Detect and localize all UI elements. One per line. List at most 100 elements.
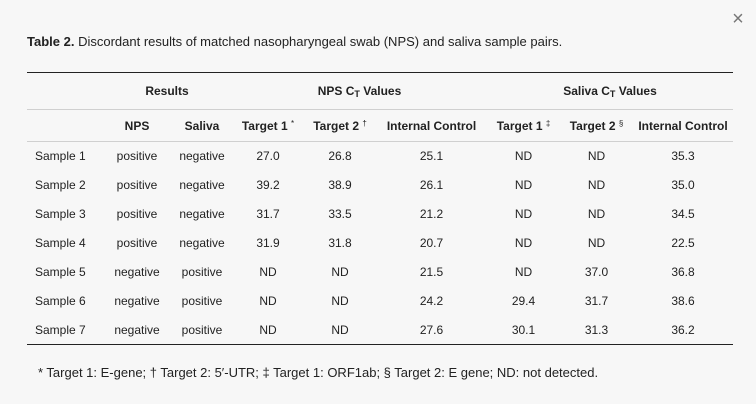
table-cell: negative <box>179 207 225 221</box>
table-cell: negative <box>179 236 225 250</box>
footnote-mark: ‡ <box>545 118 551 128</box>
table-cell: ND <box>587 236 606 250</box>
column-header-label: Target 2 <box>569 118 616 133</box>
group-header-results: Results <box>102 72 232 110</box>
table-cell: 34.5 <box>671 207 695 221</box>
table-cell: 22.5 <box>671 236 695 250</box>
table-cell: 35.3 <box>671 149 695 164</box>
table-cell: 31.8 <box>328 236 352 250</box>
table-cell: positive <box>116 207 158 221</box>
table-cell: positive <box>181 265 223 279</box>
table-cell: 24.2 <box>419 294 444 308</box>
table-cell: 21.2 <box>419 207 444 221</box>
table-cell: 26.1 <box>419 178 444 192</box>
table-row: Sample 7 negative positive ND ND 27.6 30.1 31.3… <box>27 315 733 345</box>
table-cell: 38.9 <box>328 178 352 192</box>
sample-label: Sample 5 <box>35 265 86 279</box>
footnote-mark: † <box>362 118 367 128</box>
table-cell: 31.9 <box>256 236 280 250</box>
table-cell: 30.1 <box>487 315 560 345</box>
column-header: Target 2 § <box>560 109 633 142</box>
group-header-row: Results NPS CT Values Saliva CT Values <box>27 72 733 110</box>
sample-label: Sample 2 <box>35 178 86 192</box>
nps-group-suffix: Values <box>359 83 402 98</box>
table-cell: ND <box>331 294 349 308</box>
table-cell: 25.1 <box>419 149 444 164</box>
table-cell: ND <box>514 149 533 164</box>
table-cell: ND <box>587 178 606 192</box>
results-table: Results NPS CT Values Saliva CT Values N… <box>27 72 733 345</box>
table-cell: 36.2 <box>633 315 733 345</box>
table-cell: 35.0 <box>671 178 695 192</box>
column-header-label: Saliva <box>184 118 220 133</box>
caption-label: Table 2. <box>27 34 75 49</box>
table-cell: 37.0 <box>584 265 609 279</box>
table-cell: 36.8 <box>671 265 695 279</box>
table-cell: ND <box>514 207 533 221</box>
table-cell: negative <box>114 294 160 308</box>
column-header-label: Target 1 <box>241 118 288 133</box>
table-row: Sample 5 negative positive ND ND 21.5 ND 37.0 36… <box>27 258 733 287</box>
table-cell: 31.3 <box>560 315 633 345</box>
table-row: Sample 4 positive negative 31.9 31.8 20.7 ND ND… <box>27 229 733 258</box>
table-cell: negative <box>114 265 160 279</box>
table-cell: ND <box>331 265 349 279</box>
saliva-group-subscript: T <box>609 88 616 99</box>
table-cell: ND <box>514 265 533 279</box>
table-cell: ND <box>587 149 606 164</box>
column-header-label: Internal Control <box>386 118 477 133</box>
table-row: Sample 2 positive negative 39.2 38.9 26.1 ND ND… <box>27 171 733 200</box>
table-cell: ND <box>587 207 606 221</box>
table-cell: 27.0 <box>256 149 280 164</box>
saliva-group-suffix: Values <box>615 83 657 98</box>
column-header: Saliva <box>172 109 232 142</box>
table-cell: ND <box>514 178 533 192</box>
group-header-empty <box>27 72 102 110</box>
table-cell: positive <box>116 236 158 250</box>
table-cell: ND <box>259 294 277 308</box>
column-header <box>27 109 102 142</box>
column-header-row: NPS Saliva Target 1 * Target 2 † Internal Co… <box>27 109 733 142</box>
column-header: Target 2 † <box>304 109 376 142</box>
column-header: Target 1 ‡ <box>487 109 560 142</box>
column-header: Internal Control <box>633 109 733 142</box>
table-footnote: * Target 1: E-gene; † Target 2: 5′-UTR; … <box>38 365 599 380</box>
table-cell: negative <box>179 149 225 164</box>
footnote-mark: * <box>291 118 295 128</box>
column-header-label: Target 1 <box>496 118 543 133</box>
column-header: NPS <box>102 109 172 142</box>
column-header: Internal Control <box>376 109 487 142</box>
table-cell: positive <box>116 178 158 192</box>
close-icon[interactable]: × <box>732 8 744 30</box>
column-header: Target 1 * <box>232 109 304 142</box>
table-row: Sample 3 positive negative 31.7 33.5 21.2 ND ND… <box>27 200 733 229</box>
table-cell: 20.7 <box>419 236 444 250</box>
sample-label: Sample 3 <box>35 207 86 221</box>
table-cell: 21.5 <box>419 265 444 279</box>
table-cell: negative <box>102 315 172 345</box>
table-cell: 27.6 <box>376 315 487 345</box>
table-cell: 29.4 <box>511 294 536 308</box>
sample-label: Sample 6 <box>35 294 86 308</box>
table-cell: positive <box>116 149 158 164</box>
column-header-label: NPS <box>124 118 150 133</box>
table-cell: positive <box>181 294 223 308</box>
sample-label: Sample 4 <box>35 236 86 250</box>
table-cell: 39.2 <box>256 178 280 192</box>
table-cell: 38.6 <box>671 294 695 308</box>
sample-label: Sample 1 <box>35 149 86 164</box>
sample-label: Sample 7 <box>27 315 102 345</box>
table-cell: positive <box>172 315 232 345</box>
table-body: Sample 1 positive negative 27.0 26.8 25.1 ND ND… <box>27 142 733 345</box>
table-cell: ND <box>259 265 277 279</box>
table-cell: 33.5 <box>328 207 352 221</box>
table-cell: 31.7 <box>256 207 280 221</box>
table-cell: 26.8 <box>328 149 352 164</box>
table-caption: Table 2. Discordant results of matched n… <box>27 34 562 49</box>
column-header-label: Target 2 <box>313 118 359 133</box>
nps-group-subscript: T <box>354 88 360 99</box>
table-cell: negative <box>179 178 225 192</box>
table-cell: 31.7 <box>584 294 609 308</box>
saliva-group-prefix: Saliva C <box>563 83 610 98</box>
footnote-mark: § <box>618 118 624 128</box>
